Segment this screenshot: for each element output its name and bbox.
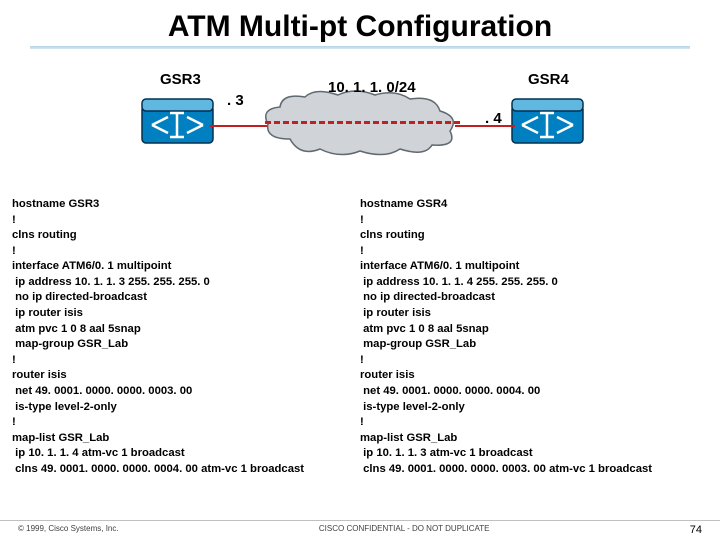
config-block: hostname GSR3 ! clns routing ! interface… [0, 192, 720, 477]
link-right [455, 125, 515, 127]
confidential-text: CISCO CONFIDENTIAL - DO NOT DUPLICATE [319, 524, 490, 536]
slide-footer: © 1999, Cisco Systems, Inc. CISCO CONFID… [0, 520, 720, 536]
copyright-text: © 1999, Cisco Systems, Inc. [18, 524, 119, 536]
atm-cloud-icon [260, 89, 460, 159]
subnet-label: 10. 1. 1. 0/24 [328, 79, 416, 96]
router-right-icon [510, 95, 585, 145]
network-diagram: GSR3 . 3 GSR4 . 4 10. 1. 1. 0/24 [30, 57, 690, 192]
slide-title: ATM Multi-pt Configuration [0, 0, 720, 46]
router-left-label: GSR3 [160, 71, 201, 88]
slide-number: 74 [690, 524, 702, 536]
router-right-label: GSR4 [528, 71, 569, 88]
router-left-icon [140, 95, 215, 145]
atm-pvc-link [265, 121, 460, 124]
router-left-intf: . 3 [227, 92, 244, 109]
config-left: hostname GSR3 ! clns routing ! interface… [12, 197, 360, 477]
config-right: hostname GSR4 ! clns routing ! interface… [360, 197, 708, 477]
title-underline [30, 46, 690, 49]
